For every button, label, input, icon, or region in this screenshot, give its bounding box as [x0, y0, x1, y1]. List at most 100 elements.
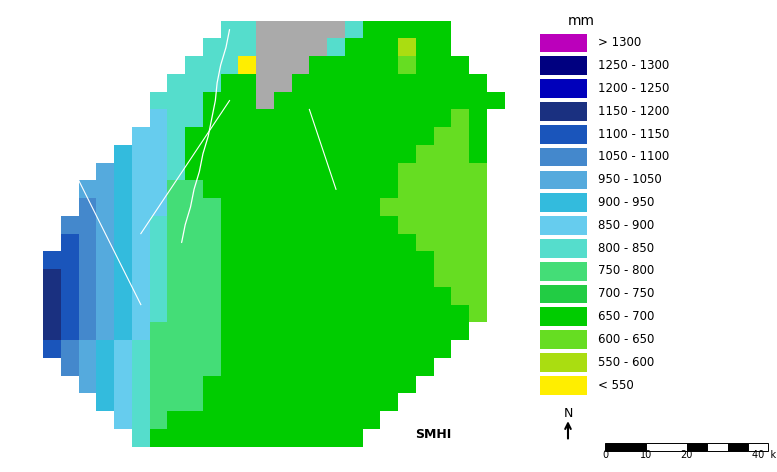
- Bar: [381, 198, 398, 216]
- Bar: [114, 180, 132, 198]
- Bar: [203, 322, 221, 340]
- Bar: [451, 304, 469, 322]
- Bar: [381, 340, 398, 358]
- Bar: [345, 287, 363, 304]
- Bar: [416, 340, 434, 358]
- Bar: [540, 148, 587, 167]
- Bar: [256, 180, 274, 198]
- Bar: [748, 443, 768, 450]
- Bar: [168, 393, 185, 411]
- Bar: [540, 330, 587, 349]
- Bar: [274, 322, 291, 340]
- Bar: [239, 287, 256, 304]
- Bar: [381, 287, 398, 304]
- Bar: [114, 304, 132, 322]
- Bar: [540, 307, 587, 326]
- Bar: [96, 198, 114, 216]
- Bar: [540, 376, 587, 395]
- Bar: [256, 376, 274, 393]
- Bar: [327, 110, 345, 127]
- Bar: [291, 429, 309, 447]
- Bar: [274, 74, 291, 92]
- Bar: [291, 39, 309, 56]
- Bar: [185, 145, 203, 163]
- Bar: [327, 21, 345, 39]
- Bar: [132, 411, 150, 429]
- Bar: [168, 216, 185, 234]
- Bar: [309, 393, 327, 411]
- Bar: [398, 110, 416, 127]
- Bar: [540, 194, 587, 212]
- Bar: [168, 92, 185, 110]
- Bar: [416, 252, 434, 269]
- Bar: [398, 358, 416, 376]
- Bar: [291, 110, 309, 127]
- Bar: [256, 110, 274, 127]
- Bar: [96, 234, 114, 252]
- Bar: [345, 39, 363, 56]
- Bar: [398, 376, 416, 393]
- Bar: [345, 304, 363, 322]
- Bar: [451, 198, 469, 216]
- Bar: [150, 287, 168, 304]
- Bar: [185, 74, 203, 92]
- Text: 10: 10: [640, 450, 652, 460]
- Bar: [44, 252, 61, 269]
- Bar: [185, 56, 203, 74]
- Text: < 550: < 550: [598, 379, 634, 392]
- Bar: [327, 358, 345, 376]
- Bar: [327, 411, 345, 429]
- Bar: [185, 110, 203, 127]
- Bar: [309, 127, 327, 145]
- Bar: [132, 180, 150, 198]
- Bar: [451, 163, 469, 180]
- Bar: [132, 358, 150, 376]
- Bar: [416, 358, 434, 376]
- Bar: [434, 198, 451, 216]
- Bar: [469, 269, 486, 287]
- Bar: [434, 163, 451, 180]
- Bar: [486, 92, 504, 110]
- Bar: [114, 287, 132, 304]
- Bar: [345, 110, 363, 127]
- Bar: [274, 429, 291, 447]
- Bar: [150, 163, 168, 180]
- Bar: [345, 429, 363, 447]
- Bar: [274, 287, 291, 304]
- Text: 750 - 800: 750 - 800: [598, 264, 654, 278]
- Bar: [309, 198, 327, 216]
- Bar: [309, 39, 327, 56]
- Bar: [61, 234, 78, 252]
- Bar: [363, 252, 381, 269]
- Bar: [309, 74, 327, 92]
- Bar: [185, 234, 203, 252]
- Bar: [61, 358, 78, 376]
- Bar: [327, 198, 345, 216]
- Bar: [168, 252, 185, 269]
- Text: 1050 - 1100: 1050 - 1100: [598, 151, 670, 163]
- Bar: [434, 269, 451, 287]
- Bar: [434, 287, 451, 304]
- Bar: [398, 56, 416, 74]
- Bar: [363, 56, 381, 74]
- Bar: [256, 269, 274, 287]
- Bar: [309, 269, 327, 287]
- Bar: [540, 57, 587, 75]
- Bar: [203, 252, 221, 269]
- Bar: [114, 163, 132, 180]
- Bar: [291, 287, 309, 304]
- Bar: [96, 180, 114, 198]
- Bar: [114, 393, 132, 411]
- Bar: [96, 163, 114, 180]
- Bar: [381, 145, 398, 163]
- Bar: [274, 358, 291, 376]
- Bar: [256, 234, 274, 252]
- Bar: [398, 340, 416, 358]
- Bar: [363, 110, 381, 127]
- Bar: [274, 411, 291, 429]
- Bar: [185, 163, 203, 180]
- Bar: [256, 322, 274, 340]
- Bar: [274, 145, 291, 163]
- Bar: [274, 110, 291, 127]
- Bar: [309, 180, 327, 198]
